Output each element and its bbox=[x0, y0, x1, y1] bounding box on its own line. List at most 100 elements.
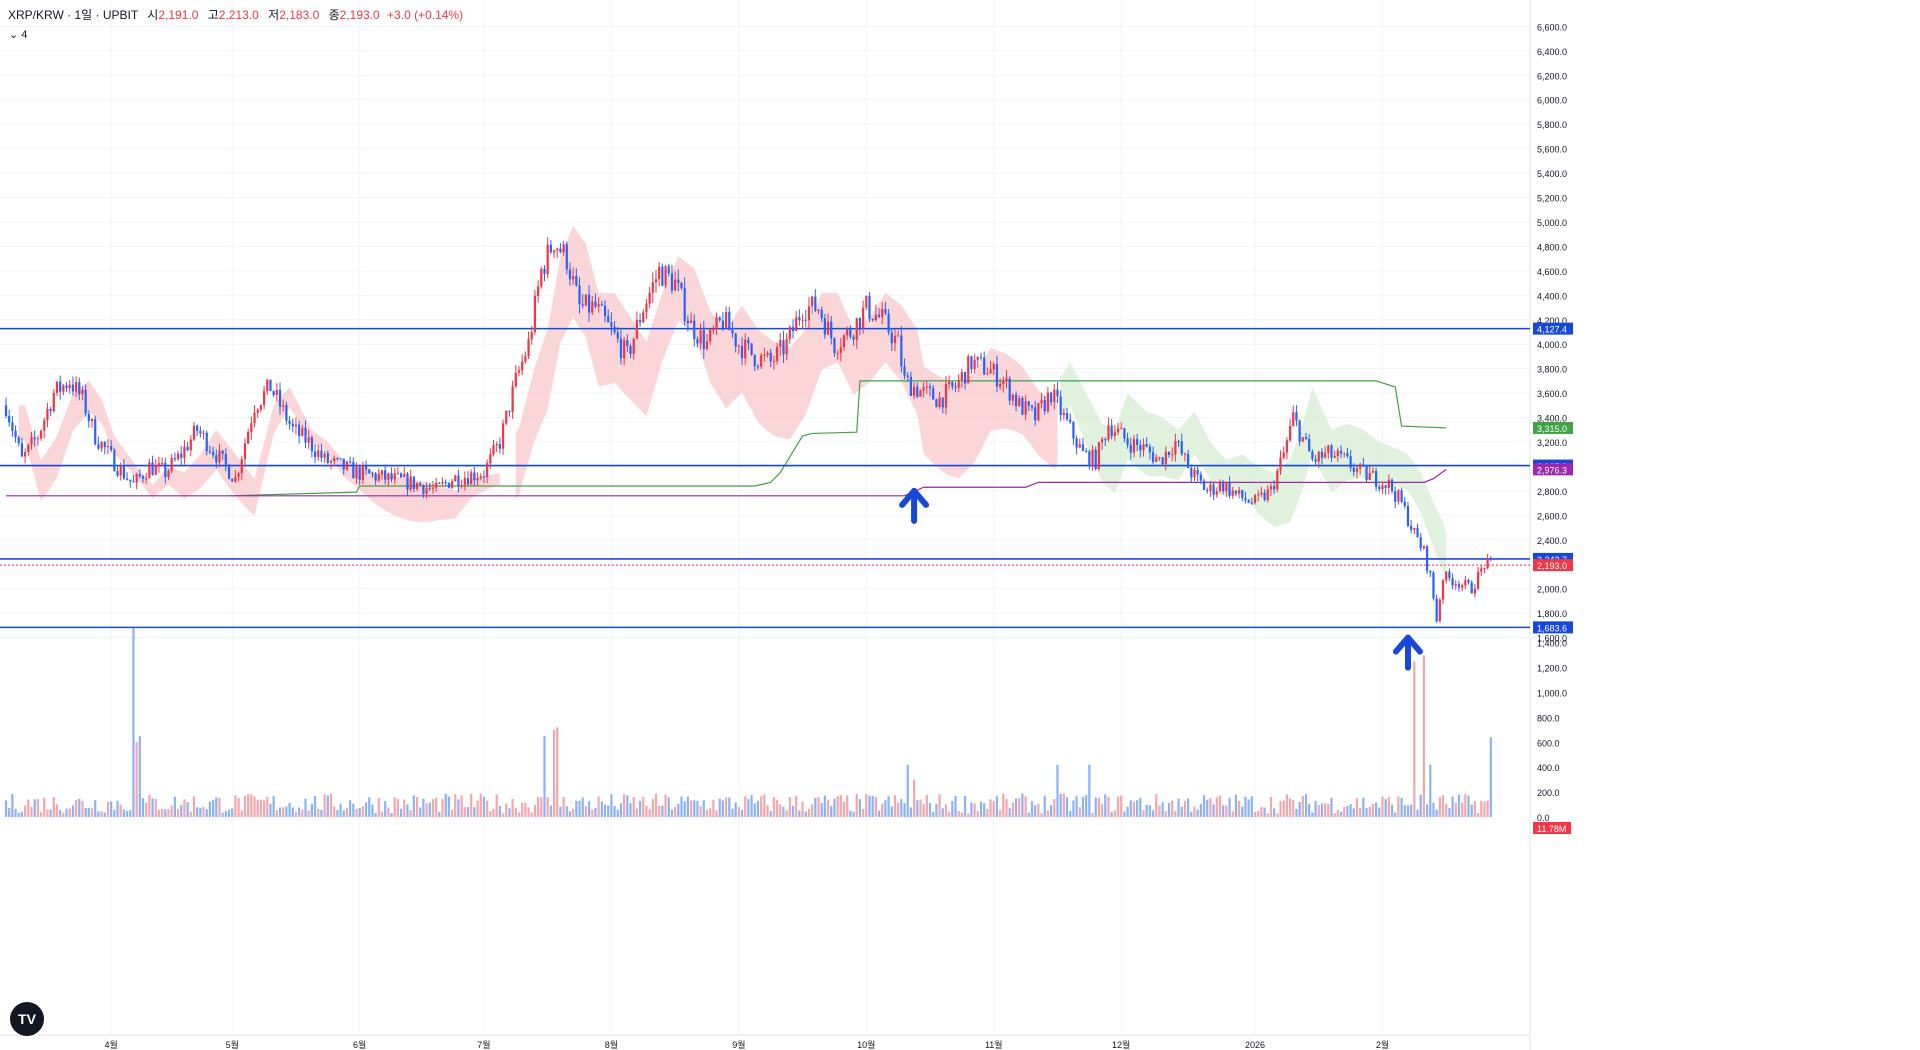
indicators-toggle[interactable]: ⌄ 4 bbox=[9, 29, 28, 41]
volume-bar bbox=[1282, 800, 1285, 817]
volume-bar bbox=[1339, 811, 1343, 817]
candle-body bbox=[68, 384, 71, 389]
volume-bar bbox=[390, 813, 393, 817]
volume-bar bbox=[1027, 812, 1030, 817]
horizontal-levels[interactable] bbox=[0, 327, 1530, 629]
candle-body bbox=[1008, 378, 1011, 401]
candle-body bbox=[1368, 472, 1371, 481]
candle-body bbox=[161, 463, 164, 465]
candle-body bbox=[196, 425, 199, 431]
candle-body bbox=[438, 482, 441, 484]
candle-body bbox=[963, 372, 967, 384]
volume-bar bbox=[922, 804, 925, 817]
candle-body bbox=[173, 458, 176, 460]
candle-body bbox=[973, 359, 976, 370]
candle-body bbox=[116, 471, 119, 476]
candle-body bbox=[1457, 584, 1461, 588]
volume-bar bbox=[1419, 794, 1422, 817]
volume-bar bbox=[259, 799, 263, 817]
candle-body bbox=[215, 455, 218, 463]
candle-body bbox=[74, 382, 78, 392]
candle-body bbox=[1381, 485, 1384, 489]
candle-body bbox=[785, 338, 788, 355]
candle-body bbox=[256, 409, 259, 413]
volume-bar bbox=[1438, 797, 1441, 817]
tradingview-logo[interactable]: TV bbox=[10, 1002, 44, 1036]
volume-bar bbox=[288, 802, 291, 817]
candle-body bbox=[1324, 452, 1327, 458]
time-tick-label: 2026 bbox=[1245, 1040, 1265, 1050]
volume-bar bbox=[501, 813, 505, 817]
volume-bar bbox=[403, 799, 406, 817]
candle-body bbox=[1030, 405, 1034, 408]
candle-body bbox=[1011, 394, 1014, 401]
volume-bar bbox=[868, 795, 871, 817]
level-price-badge bbox=[1533, 621, 1573, 634]
volume-bar bbox=[43, 797, 46, 817]
annotation-arrows bbox=[899, 487, 1423, 671]
candle-body bbox=[444, 482, 447, 484]
candle-body bbox=[1014, 394, 1018, 407]
volume-bar bbox=[1222, 805, 1225, 817]
volume-bar bbox=[791, 805, 795, 817]
volume-bar bbox=[387, 807, 390, 817]
candle-body bbox=[807, 306, 811, 321]
candle-body bbox=[1378, 486, 1381, 489]
volume-bar bbox=[543, 736, 546, 817]
candle-body bbox=[278, 390, 282, 407]
volume-bar bbox=[307, 810, 310, 817]
candle-body bbox=[227, 464, 231, 479]
candle-body bbox=[979, 356, 983, 358]
candle-body bbox=[65, 385, 68, 389]
candle-body bbox=[291, 423, 294, 427]
volume-bar bbox=[855, 793, 858, 817]
volume-bar bbox=[167, 809, 170, 817]
volume-bar bbox=[1014, 798, 1018, 817]
candle-body bbox=[610, 322, 613, 327]
candle-body bbox=[1062, 412, 1065, 416]
volume-bar bbox=[1024, 796, 1027, 817]
time-axis[interactable]: 4월 5월 6월 7월 8월 9월 10월 11월 12월 2026 2월 bbox=[104, 1039, 1389, 1050]
candle-body bbox=[839, 347, 842, 353]
candle-body bbox=[581, 304, 584, 306]
volume-bar bbox=[71, 805, 75, 817]
candle-body bbox=[1276, 470, 1279, 490]
candle-body bbox=[463, 477, 466, 485]
candle-body bbox=[1489, 558, 1492, 560]
candle-body bbox=[967, 356, 970, 384]
candle-body bbox=[199, 430, 202, 434]
volume-bar bbox=[1018, 798, 1021, 817]
price-tick-label: 1,800.0 bbox=[1537, 609, 1567, 619]
volume-bar bbox=[106, 802, 110, 817]
volume-bar bbox=[852, 811, 855, 817]
candle-body bbox=[1126, 438, 1129, 445]
volume-bar bbox=[476, 800, 479, 817]
volume-bar bbox=[877, 810, 881, 817]
volume-bar bbox=[731, 808, 734, 817]
candle-body bbox=[868, 295, 871, 319]
volume-bar bbox=[1390, 804, 1394, 817]
candle-body bbox=[1225, 482, 1228, 492]
candle-body bbox=[1346, 453, 1349, 457]
volume-bar bbox=[317, 808, 320, 817]
candle-body bbox=[269, 379, 272, 392]
candle-body bbox=[1327, 445, 1330, 453]
volume-tick-label: 0.0 bbox=[1537, 813, 1550, 823]
symbol-header[interactable]: XRP/KRW · 1일 · UPBIT 시2,191.0 고2,213.0 저… bbox=[8, 6, 463, 23]
candle-body bbox=[1142, 444, 1145, 451]
volume-bar bbox=[530, 812, 533, 817]
volume-tick-label: 600.0 bbox=[1537, 738, 1560, 748]
volume-bar bbox=[1065, 797, 1069, 817]
candle-body bbox=[661, 266, 664, 286]
price-axis[interactable]: 6,600.0 6,400.0 6,200.0 6,000.0 5,800.0 5,600… bbox=[1533, 22, 1573, 834]
volume-bar bbox=[1279, 801, 1282, 817]
volume-bar bbox=[208, 801, 212, 817]
candle-body bbox=[1069, 419, 1072, 423]
volume-bar bbox=[36, 799, 39, 817]
candle-body bbox=[871, 318, 874, 321]
candle-body bbox=[1113, 432, 1116, 437]
symbol-title[interactable]: XRP/KRW · 1일 · UPBIT bbox=[8, 8, 138, 22]
volume-bar bbox=[1476, 813, 1480, 817]
candle-body bbox=[715, 317, 718, 330]
